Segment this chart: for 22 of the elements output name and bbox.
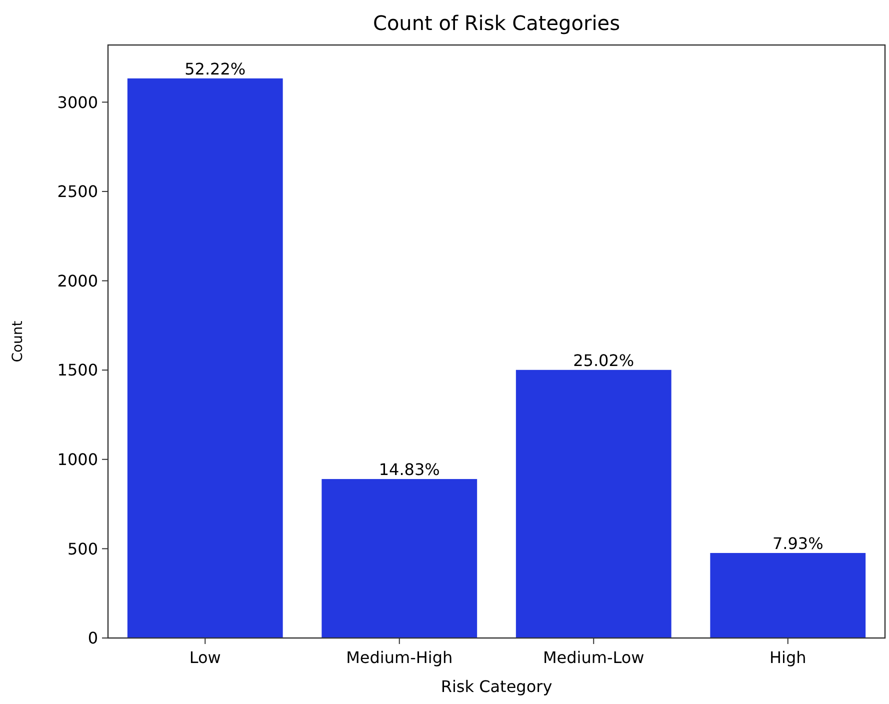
annotation: 14.83% [378,460,440,480]
y-tick-label: 1500 [57,360,98,380]
x-tick-label: Low [189,648,221,667]
annotation: 52.22% [184,59,246,78]
y-tick-label: 0 [88,628,98,648]
y-tick-label: 2000 [57,271,98,290]
x-tick-label: Medium-Low [542,648,644,667]
y-tick-label: 500 [67,539,98,558]
bar [322,479,478,638]
x-axis-title: Risk Category [440,677,552,696]
x-tick-label: High [769,648,806,667]
annotation: 25.02% [573,350,634,370]
y-tick-label: 1000 [57,450,98,469]
bar [127,78,283,638]
chart-title: Count of Risk Categories [372,11,620,35]
annotation: 7.93% [772,534,824,553]
bar [516,370,672,638]
y-axis-title: Count [10,320,26,362]
y-tick-label: 3000 [57,92,98,112]
x-tick-label: Medium-High [346,648,453,667]
y-tick-label: 2500 [57,182,98,202]
bar [710,552,866,638]
